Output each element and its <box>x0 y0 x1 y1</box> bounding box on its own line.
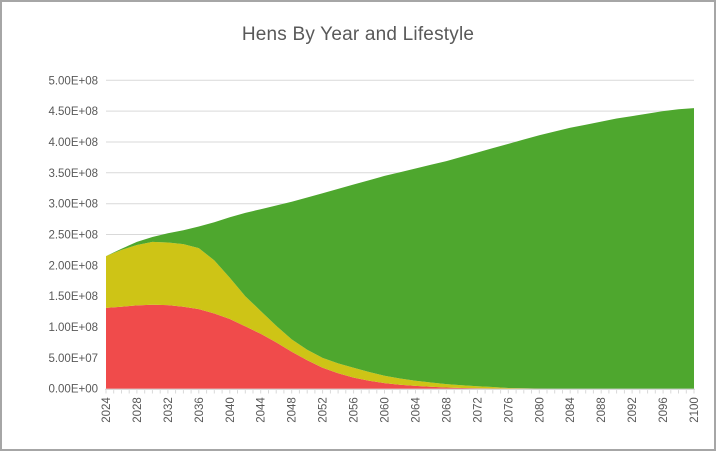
x-axis-label: 2028 <box>132 397 144 423</box>
x-axis-label: 2088 <box>596 397 608 423</box>
x-axis-label: 2048 <box>287 397 299 423</box>
x-axis-label: 2084 <box>565 397 577 423</box>
x-axis-label: 2076 <box>503 397 515 423</box>
y-axis-label: 3.00E+08 <box>48 199 98 211</box>
y-axis-label: 4.00E+08 <box>48 137 98 149</box>
x-axis-label: 2072 <box>472 397 484 423</box>
y-axis-label: 2.50E+08 <box>48 230 98 242</box>
x-axis-label: 2052 <box>318 397 330 423</box>
y-axis-label: 3.50E+08 <box>48 168 98 180</box>
x-axis-label: 2024 <box>101 397 113 423</box>
x-axis-label: 2100 <box>689 397 701 423</box>
x-axis-label: 2044 <box>256 397 268 423</box>
chart-title: Hens By Year and Lifestyle <box>241 24 475 45</box>
area-yellow-middle-series[interactable] <box>106 241 694 389</box>
x-axis-label: 2096 <box>658 397 670 423</box>
area-green-top-series[interactable] <box>106 108 694 389</box>
y-axis-label: 2.00E+08 <box>48 260 98 272</box>
y-axis-label: 1.00E+08 <box>48 322 98 334</box>
x-axis-label: 2040 <box>225 397 237 423</box>
y-axis-label: 5.00E+08 <box>48 75 98 87</box>
y-axis-label: 4.50E+08 <box>48 106 98 118</box>
x-axis-label: 2036 <box>194 397 206 423</box>
x-axis-label: 2056 <box>349 397 361 423</box>
x-axis-label: 2080 <box>534 397 546 423</box>
y-axis-label: 0.00E+00 <box>48 384 98 396</box>
x-axis-label: 2060 <box>380 397 392 423</box>
y-axis-label: 5.00E+07 <box>48 353 98 365</box>
x-axis-label: 2092 <box>627 397 639 423</box>
x-axis-label: 2068 <box>441 397 453 423</box>
x-axis-label: 2064 <box>411 397 423 423</box>
y-axis-label: 1.50E+08 <box>48 291 98 303</box>
x-axis-label: 2032 <box>163 397 175 423</box>
area-red-bottom-series[interactable] <box>106 304 694 389</box>
